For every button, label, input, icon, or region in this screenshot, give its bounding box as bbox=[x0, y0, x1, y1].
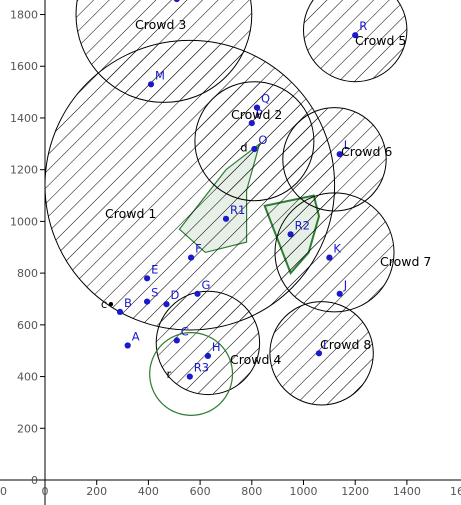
point-label-h: H bbox=[212, 340, 221, 354]
crowd-labels-layer: Crowd 1 Crowd 2 Crowd 3 Crowd 4 Crowd 5 Crowd… bbox=[105, 17, 431, 367]
crowd-label-6: Crowd 6 bbox=[341, 144, 392, 159]
point-label-j: J bbox=[343, 278, 347, 292]
y-tick-label: 200 bbox=[17, 422, 38, 435]
point-b bbox=[116, 308, 124, 315]
point-label-r2: R2 bbox=[295, 218, 310, 232]
label-r: r bbox=[167, 367, 172, 381]
points-layer: ABCDEFGSHIJKLMNOPQRR1R2R3cdr bbox=[101, 0, 367, 381]
point-label-a: A bbox=[132, 330, 140, 344]
x-tick-label: 200 bbox=[86, 485, 107, 498]
point-c-dot bbox=[108, 302, 114, 307]
point-label-b: B bbox=[124, 296, 132, 310]
point-label-p: P bbox=[256, 107, 263, 121]
point-p bbox=[248, 120, 255, 127]
point-label-r3: R3 bbox=[194, 361, 209, 375]
y-tick-label: 400 bbox=[17, 371, 38, 384]
x-tick-label: 800 bbox=[241, 485, 262, 498]
x-tick-label: 400 bbox=[138, 485, 159, 498]
point-n bbox=[173, 0, 180, 3]
point-o bbox=[251, 145, 258, 153]
crowd-circle-5 bbox=[303, 0, 408, 83]
point-label-r: R bbox=[359, 19, 367, 33]
point-q bbox=[253, 104, 261, 111]
point-label-c: C bbox=[181, 324, 189, 338]
point-r bbox=[352, 32, 359, 39]
crowd-label-4: Crowd 4 bbox=[230, 352, 281, 367]
point-r2 bbox=[287, 231, 294, 238]
point-label-m: M bbox=[155, 68, 165, 82]
x-tick-label-edge-left: 0 bbox=[0, 485, 7, 498]
crowd-circle-4 bbox=[155, 290, 261, 396]
x-tick-label: 1400 bbox=[393, 485, 421, 498]
point-label-s: S bbox=[151, 286, 158, 300]
x-tick-label: 1000 bbox=[290, 485, 318, 498]
y-tick-label: 1800 bbox=[10, 9, 38, 22]
crowd-label-5: Crowd 5 bbox=[355, 33, 406, 48]
point-d bbox=[163, 301, 170, 308]
label-d: d bbox=[240, 141, 247, 155]
green-circle-r3 bbox=[149, 332, 234, 417]
y-tick-label: 0 bbox=[31, 474, 38, 487]
y-tick-label: 800 bbox=[17, 267, 38, 280]
point-e bbox=[144, 275, 151, 282]
point-a bbox=[124, 342, 131, 349]
point-i bbox=[315, 350, 323, 357]
point-h bbox=[204, 352, 211, 359]
crowd-label-8: Crowd 8 bbox=[320, 337, 371, 352]
point-r3 bbox=[186, 373, 193, 380]
label-c: c bbox=[101, 297, 107, 311]
crowd-layer bbox=[44, 0, 408, 406]
point-label-r1: R1 bbox=[230, 203, 245, 217]
x-tick-label-edge-right: 16 bbox=[450, 485, 461, 498]
point-j bbox=[336, 290, 343, 297]
green-circle-layer bbox=[149, 332, 234, 417]
point-s bbox=[144, 298, 151, 305]
y-tick-label: 1000 bbox=[10, 215, 38, 228]
point-label-i: I bbox=[323, 337, 326, 351]
point-label-k: K bbox=[333, 242, 341, 256]
point-label-e: E bbox=[151, 262, 158, 276]
crowd-label-2: Crowd 2 bbox=[231, 107, 282, 122]
point-k bbox=[326, 254, 333, 261]
crowd-circle-3 bbox=[75, 0, 253, 103]
point-c bbox=[173, 337, 180, 344]
point-m bbox=[147, 81, 155, 88]
y-tick-label: 1600 bbox=[10, 60, 38, 73]
crowd-label-1: Crowd 1 bbox=[105, 206, 156, 221]
point-g bbox=[194, 290, 201, 297]
y-tick-label: 1200 bbox=[10, 164, 38, 177]
point-label-f: F bbox=[195, 242, 202, 256]
x-tick-label: 0 bbox=[42, 485, 49, 498]
crowd-label-7: Crowd 7 bbox=[380, 254, 431, 269]
y-tick-label: 600 bbox=[17, 319, 38, 332]
y-tick-label: 1400 bbox=[10, 112, 38, 125]
point-label-g: G bbox=[202, 278, 211, 292]
point-label-l: L bbox=[344, 138, 351, 152]
point-label-d: D bbox=[171, 288, 180, 302]
point-label-o: O bbox=[258, 133, 267, 147]
point-l bbox=[336, 151, 343, 158]
crowd-label-3: Crowd 3 bbox=[135, 17, 186, 32]
point-label-q: Q bbox=[261, 92, 270, 106]
x-tick-label: 600 bbox=[190, 485, 211, 498]
point-r1 bbox=[222, 215, 230, 222]
point-f bbox=[188, 254, 195, 261]
x-tick-label: 1200 bbox=[341, 485, 369, 498]
